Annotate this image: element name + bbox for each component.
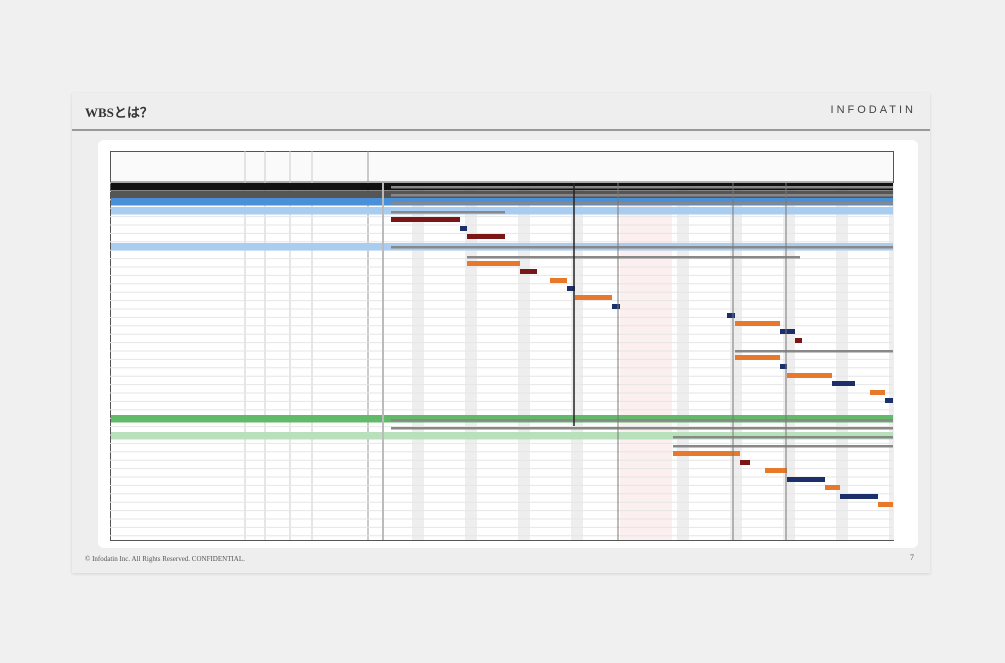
task-bar (870, 390, 885, 395)
task-bar (735, 355, 780, 360)
task-bar (780, 329, 795, 334)
task-bar (840, 494, 878, 499)
task-bar (460, 226, 467, 231)
task-bar (575, 295, 612, 300)
page-number: 7 (910, 553, 914, 562)
task-bar (673, 451, 740, 456)
task-bar (612, 304, 620, 309)
summary-bar (391, 211, 505, 214)
task-bar (735, 321, 780, 326)
logo: INFODATIN (830, 104, 916, 116)
task-bar (795, 338, 802, 343)
task-bar (825, 485, 840, 490)
task-bar (567, 286, 575, 291)
task-bar (765, 468, 787, 473)
row-band (111, 432, 893, 440)
summary-bar (391, 419, 893, 422)
weekend-band (836, 183, 848, 540)
weekend-band (518, 183, 530, 540)
task-bar (780, 364, 787, 369)
summary-bar (391, 202, 893, 205)
task-bar (550, 278, 567, 283)
task-bar (832, 381, 855, 386)
summary-bar (391, 194, 893, 197)
task-bar (727, 313, 735, 318)
summary-bar (391, 246, 893, 249)
weekend-band (571, 183, 583, 540)
row-band (111, 198, 893, 206)
task-bar (467, 261, 520, 266)
header-rule (72, 129, 930, 131)
weekend-band (465, 183, 477, 540)
gantt-chart (110, 151, 894, 541)
summary-bar (735, 350, 893, 353)
weekend-band (412, 183, 424, 540)
weekend-band (783, 183, 795, 540)
weekend-band (730, 183, 742, 540)
summary-bar (391, 186, 893, 189)
copyright: © Infodatin Inc. All Rights Reserved. CO… (85, 555, 245, 563)
summary-bar (391, 427, 893, 430)
weekend-band (677, 183, 689, 540)
task-bar (787, 477, 825, 482)
slide: WBSとは？ INFODATIN © Infodatin Inc. All Ri… (72, 93, 930, 573)
holiday-band (620, 183, 672, 540)
task-bar (520, 269, 537, 274)
row-band (111, 415, 893, 423)
task-bar (740, 460, 750, 465)
weekend-band (889, 183, 894, 540)
task-bar (885, 398, 893, 403)
header-bg (111, 152, 893, 182)
content-panel (98, 140, 918, 548)
summary-bar (673, 436, 893, 439)
row-band (111, 207, 893, 215)
task-bar (787, 373, 832, 378)
task-bar (878, 502, 893, 507)
summary-bar (673, 445, 893, 448)
task-bar (391, 217, 460, 222)
task-bar (467, 234, 505, 239)
summary-bar (467, 256, 800, 259)
slide-title: WBSとは？ (85, 105, 153, 120)
